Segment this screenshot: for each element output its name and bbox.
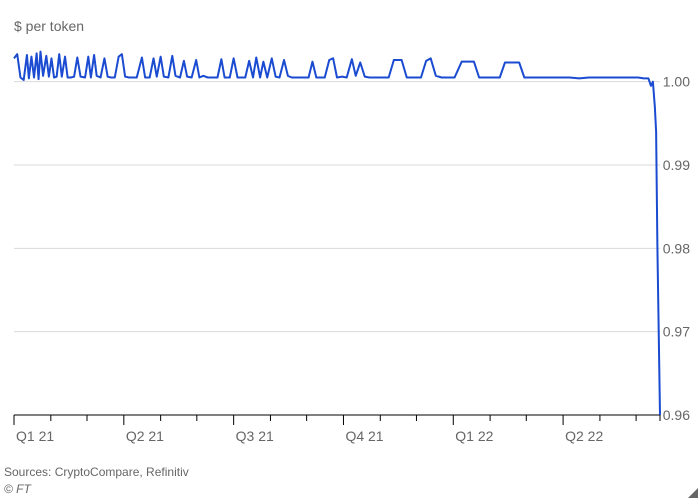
svg-text:Q3 21: Q3 21	[236, 428, 274, 444]
svg-text:0.98: 0.98	[663, 240, 690, 256]
svg-text:0.99: 0.99	[663, 157, 690, 173]
y-axis-title: $ per token	[14, 18, 84, 34]
svg-text:0.97: 0.97	[663, 324, 690, 340]
svg-text:Q2 21: Q2 21	[126, 428, 164, 444]
svg-text:Q1 21: Q1 21	[16, 428, 54, 444]
line-chart: 1.00 0.99 0.98 0.97 0.96 Q1 21 Q2 21 Q3 21 Q4 21…	[0, 0, 700, 460]
svg-text:1.00: 1.00	[663, 74, 690, 90]
source-text: Sources: CryptoCompare, Refinitiv	[4, 465, 189, 479]
chart-container: $ per token 1.00 0.99 0.98 0.97 0.96 Q1 21 Q2 …	[0, 0, 700, 500]
svg-text:Q2 22: Q2 22	[565, 428, 603, 444]
copyright-text: © FT	[4, 482, 31, 496]
svg-text:Q1 22: Q1 22	[455, 428, 493, 444]
svg-text:0.96: 0.96	[663, 407, 690, 423]
resize-handle-icon	[688, 488, 698, 498]
svg-text:Q4 21: Q4 21	[345, 428, 383, 444]
